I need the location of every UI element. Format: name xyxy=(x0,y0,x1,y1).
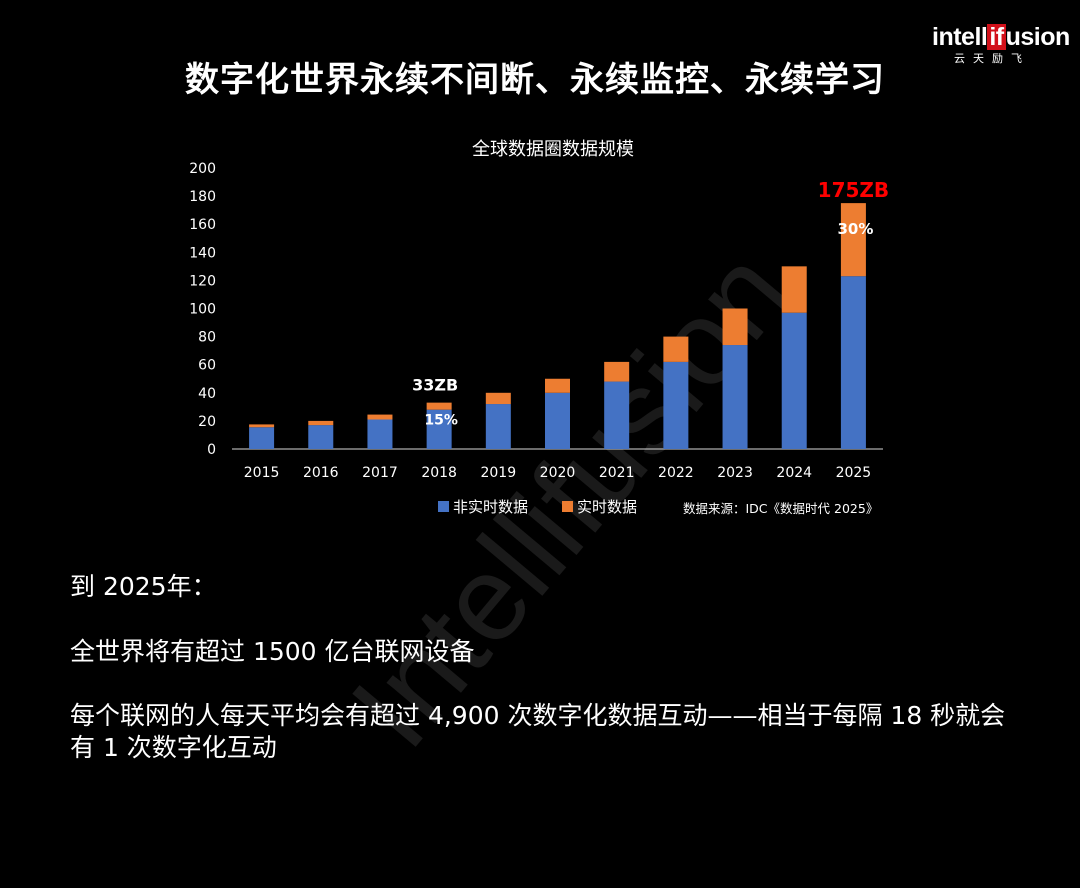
legend-label-realtime: 实时数据 xyxy=(577,498,637,516)
x-tick-label: 2019 xyxy=(480,465,516,481)
bar-realtime-2016 xyxy=(308,420,334,426)
x-tick-label: 2021 xyxy=(599,465,635,481)
bar-realtime-2017 xyxy=(367,414,393,420)
percent-label-2018: 15% xyxy=(424,413,458,429)
y-tick-label: 0 xyxy=(207,442,216,458)
bars xyxy=(249,203,866,449)
x-axis: 2015 2016 2017 2018 2019 2020 2021 2022 2023 2024… xyxy=(244,465,871,481)
intellifusion-logo: intellifusion 云天励飞 xyxy=(932,22,1070,66)
x-tick-label: 2018 xyxy=(421,465,457,481)
text-line-3: 每个联网的人每天平均会有超过 4,900 次数字化数据互动——相当于每隔 18 … xyxy=(70,701,1006,762)
x-tick-label: 2024 xyxy=(776,465,812,481)
total-label-2025: 175ZB xyxy=(818,178,890,202)
bar-realtime-2023 xyxy=(722,308,748,346)
y-tick-label: 60 xyxy=(198,358,216,374)
annotations: 33ZB 15% 175ZB 30% xyxy=(412,178,889,429)
y-tick-label: 20 xyxy=(198,414,216,430)
bar-non-realtime-2021 xyxy=(604,381,630,449)
y-tick-label: 40 xyxy=(198,386,216,402)
text-line-2: 全世界将有超过 1500 亿台联网设备 xyxy=(70,637,475,666)
bar-non-realtime-2022 xyxy=(663,361,689,449)
x-tick-label: 2015 xyxy=(244,465,280,481)
slide-title: 数字化世界永续不间断、永续监控、永续学习 xyxy=(185,60,885,100)
y-axis: 0 20 40 60 80 100 120 140 160 180 200 xyxy=(189,161,216,458)
x-tick-label: 2020 xyxy=(540,465,576,481)
bar-non-realtime-2017 xyxy=(367,419,393,449)
logo-text-after: usion xyxy=(1005,23,1071,51)
bar-realtime-2022 xyxy=(663,336,689,362)
x-tick-label: 2025 xyxy=(836,465,872,481)
stacked-bar-chart: 全球数据圈数据规模 0 20 40 60 80 100 120 140 160 180 200 20… xyxy=(189,139,889,516)
chart-title: 全球数据圈数据规模 xyxy=(472,139,634,160)
bar-non-realtime-2018 xyxy=(426,409,452,449)
bar-non-realtime-2016 xyxy=(308,425,334,449)
bar-non-realtime-2019 xyxy=(485,404,511,449)
y-tick-label: 100 xyxy=(189,302,216,318)
bar-non-realtime-2023 xyxy=(722,345,748,449)
x-tick-label: 2022 xyxy=(658,465,694,481)
legend-swatch-realtime xyxy=(562,501,573,512)
bar-non-realtime-2020 xyxy=(545,392,570,449)
y-tick-label: 200 xyxy=(189,161,216,177)
bar-realtime-2025 xyxy=(840,203,866,277)
bar-realtime-2019 xyxy=(485,392,511,405)
legend: 非实时数据 实时数据 xyxy=(438,498,637,516)
logo-chinese: 云天励飞 xyxy=(954,52,1030,65)
logo-wordmark: intellifusion xyxy=(932,22,1070,52)
bar-realtime-2015 xyxy=(249,424,275,428)
logo-text-box: if xyxy=(987,23,1006,51)
total-label-2018: 33ZB xyxy=(412,376,458,395)
bar-non-realtime-2024 xyxy=(781,312,807,449)
bar-realtime-2024 xyxy=(781,266,807,313)
y-tick-label: 160 xyxy=(189,217,216,233)
legend-swatch-non-realtime xyxy=(438,501,449,512)
logo-text-before: intell xyxy=(932,23,988,51)
percent-label-2025: 30% xyxy=(837,220,873,238)
text-line-1: 到 2025年： xyxy=(70,572,217,601)
source-note: 数据来源：IDC《数据时代 2025》 xyxy=(683,501,878,516)
x-tick-label: 2017 xyxy=(362,465,398,481)
y-tick-label: 180 xyxy=(189,189,216,205)
bar-non-realtime-2025 xyxy=(840,276,866,449)
y-tick-label: 80 xyxy=(198,330,216,346)
bar-realtime-2018 xyxy=(426,402,452,410)
x-tick-label: 2016 xyxy=(303,465,339,481)
bar-realtime-2021 xyxy=(604,361,630,382)
legend-label-non-realtime: 非实时数据 xyxy=(453,498,528,516)
y-tick-label: 120 xyxy=(189,273,216,289)
bar-non-realtime-2015 xyxy=(249,427,275,449)
y-tick-label: 140 xyxy=(189,245,216,261)
bar-realtime-2020 xyxy=(545,378,570,393)
x-tick-label: 2023 xyxy=(717,465,753,481)
